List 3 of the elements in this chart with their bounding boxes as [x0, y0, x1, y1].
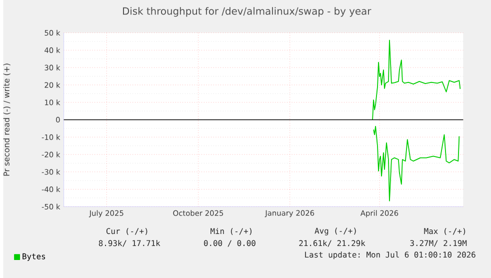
line-series	[373, 126, 460, 202]
chart-title: Disk throughput for /dev/almalinux/swap - by year	[123, 7, 372, 17]
line-series	[372, 40, 461, 120]
